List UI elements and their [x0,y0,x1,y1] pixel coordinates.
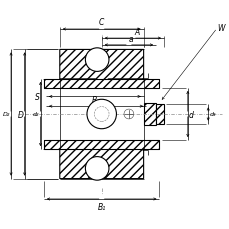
Circle shape [94,107,109,122]
Text: d₃: d₃ [208,112,215,117]
Polygon shape [60,50,143,84]
Polygon shape [143,103,155,126]
Text: W: W [216,24,224,33]
Text: D: D [18,110,23,119]
Polygon shape [44,140,159,150]
Text: d₂: d₂ [33,112,39,117]
Circle shape [85,157,109,180]
Polygon shape [60,145,143,179]
Circle shape [85,49,109,72]
Text: B: B [92,95,97,104]
Circle shape [87,100,116,129]
Polygon shape [155,105,163,124]
Polygon shape [44,79,159,89]
Text: D₂: D₂ [3,112,10,117]
Text: a: a [128,34,133,44]
Text: C: C [99,18,104,27]
Text: A: A [134,28,139,37]
Text: B₁: B₁ [97,202,105,211]
Text: d: d [188,110,193,119]
Text: S: S [34,93,39,101]
